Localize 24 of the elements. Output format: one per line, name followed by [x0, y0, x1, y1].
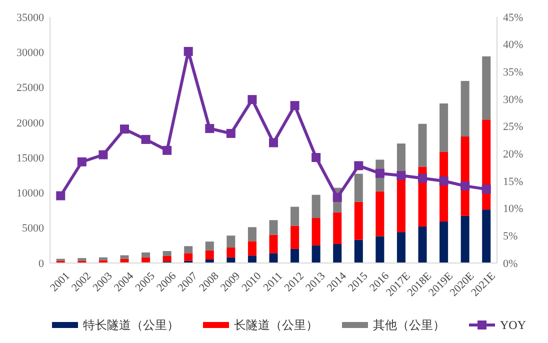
y-tick-label: 35000: [16, 12, 44, 24]
y2-tick-label: 25%: [503, 121, 524, 134]
legend-label: 长隧道（公里）: [234, 318, 318, 332]
y2-tick-label: 35%: [503, 66, 524, 79]
legend-label: 特长隧道（公里）: [83, 318, 179, 332]
legend-label: 其他（公里）: [373, 318, 445, 332]
y2-tick-label: 0%: [503, 258, 518, 270]
y2-tick-label: 15%: [503, 176, 524, 188]
y2-tick-label: 45%: [503, 12, 524, 24]
y-tick-label: 15000: [16, 152, 44, 164]
y-tick-label: 0: [38, 258, 44, 270]
legend-label: YOY: [500, 318, 526, 332]
y-tick-label: 30000: [16, 46, 44, 59]
x-tick-label: 2001: [48, 270, 72, 294]
y2-tick-label: 20%: [503, 148, 524, 161]
y2-tick-label: 5%: [503, 230, 518, 243]
y2-tick-label: 40%: [503, 39, 524, 52]
y-tick-label: 20000: [16, 117, 44, 130]
y2-tick-label: 30%: [503, 94, 524, 106]
x-tick-label: 2011: [261, 270, 286, 294]
y-tick-label: 5000: [22, 222, 44, 235]
y2-tick-label: 10%: [503, 203, 524, 216]
y-tick-label: 25000: [16, 82, 44, 94]
y-tick-label: 10000: [16, 188, 44, 200]
